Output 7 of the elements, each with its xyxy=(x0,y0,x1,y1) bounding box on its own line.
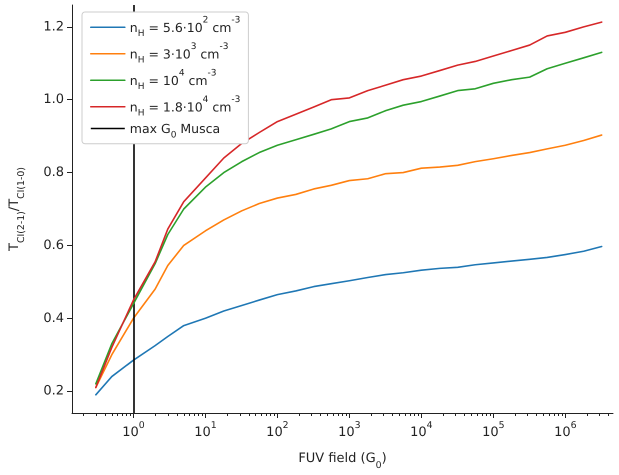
y-tick-label: 0.2 xyxy=(43,384,64,399)
y-tick-label: 0.4 xyxy=(43,310,64,326)
y-tick-label: 0.8 xyxy=(43,165,64,180)
y-tick-label: 1.0 xyxy=(43,92,64,108)
y-axis-title: TCI(2-1)/TCI(1-0) xyxy=(7,167,27,252)
y-tick-label: 0.6 xyxy=(43,238,64,253)
y-tick-label: 1.2 xyxy=(43,19,64,34)
